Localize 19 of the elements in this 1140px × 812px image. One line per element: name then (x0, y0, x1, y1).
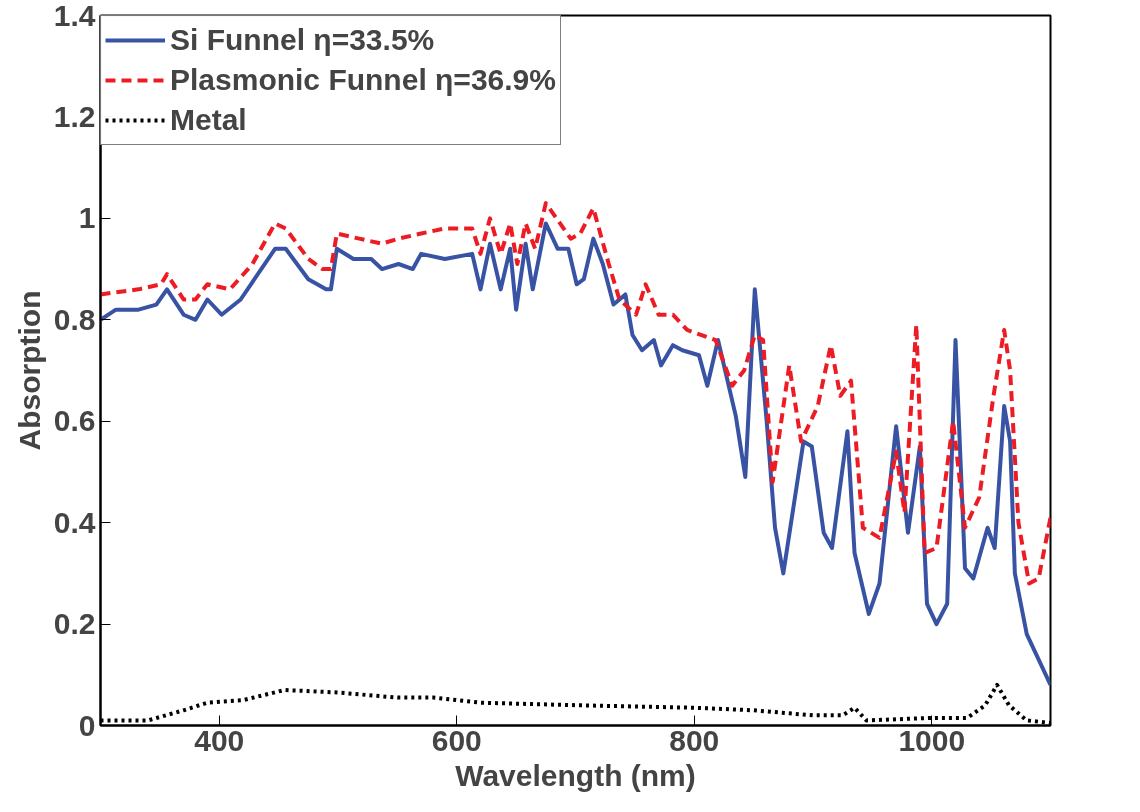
y-tick-label: 0.8 (53, 302, 96, 336)
y-axis-title: Absorption (12, 290, 46, 451)
y-tick-label: 0.2 (53, 607, 96, 641)
x-axis-title: Wavelength (nm) (455, 758, 696, 792)
line-series (100, 221, 1051, 687)
x-tick-label: 600 (431, 723, 482, 757)
y-tick-label: 0.6 (53, 404, 96, 438)
y-tick-label: 0 (78, 708, 96, 742)
x-tick-label: 1000 (898, 723, 966, 757)
x-tick-label: 400 (194, 723, 245, 757)
y-tick-label: 1.2 (53, 99, 96, 133)
line-series (100, 201, 1051, 586)
legend-label: Plasmonic Funnel η=36.9% (170, 62, 556, 98)
y-tick-label: 1.4 (53, 0, 96, 32)
x-tick-label: 800 (669, 723, 720, 757)
y-tick-label: 1 (78, 201, 96, 235)
legend-label: Si Funnel η=33.5% (170, 22, 435, 58)
y-tick-label: 0.4 (53, 505, 96, 539)
legend-label: Metal (170, 102, 247, 138)
